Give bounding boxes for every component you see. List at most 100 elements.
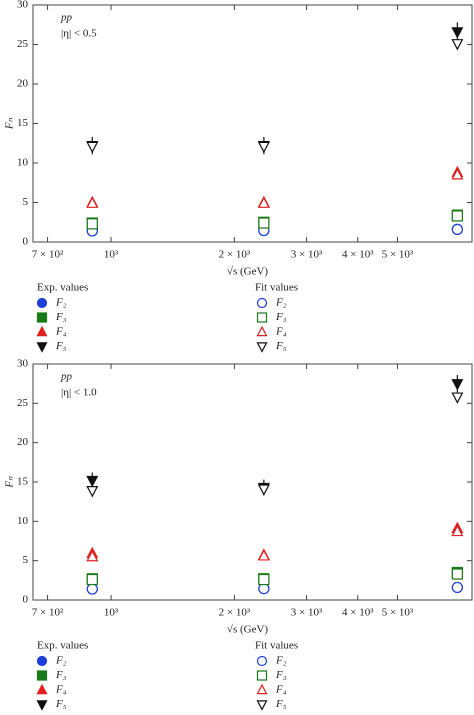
legend-label: F₂ [275, 297, 287, 309]
legend-entry: F₅ [256, 698, 287, 711]
y-tick-label: 10 [17, 157, 29, 169]
y-tick-label: 5 [23, 196, 29, 208]
legend-title: Exp. values [37, 640, 88, 652]
legend-entry: F₂ [36, 655, 67, 667]
y-tick-label: 25 [17, 397, 29, 409]
legend-label: F₄ [275, 684, 287, 696]
annotation: pp [60, 371, 73, 383]
y-tick-label: 5 [23, 554, 29, 566]
data-point [257, 141, 270, 154]
legend-label: F₅ [275, 698, 287, 710]
legend-marker [256, 655, 268, 667]
data-point [86, 583, 98, 595]
legend-entry: F₄ [36, 683, 67, 696]
annotation: |η| < 1.0 [61, 387, 97, 399]
legend-entry: F₂ [256, 297, 287, 309]
y-tick-label: 30 [17, 0, 29, 11]
y-axis-title: Fₙ [4, 117, 16, 130]
legend-label: F₄ [55, 326, 67, 338]
data-point [257, 196, 270, 208]
y-axis-title: Fₙ [4, 476, 16, 489]
data-point [451, 210, 463, 222]
y-tick-label: 0 [23, 594, 29, 606]
chart: 0 5 10 15 20 25 30 7 × 10² 10³ 2 × 10³ 3 × 10³ 4 × … [4, 358, 473, 652]
x-tick-label: 7 × 10² [32, 249, 64, 261]
data-point [86, 218, 98, 230]
legend-marker [256, 297, 268, 309]
legend-label: F₃ [55, 669, 67, 681]
legend-label: F₃ [275, 311, 287, 323]
data-point [258, 217, 270, 229]
legend-entry: F₅ [36, 340, 67, 353]
y-tick-label: 15 [17, 117, 29, 129]
legend-entry: F₂ [36, 297, 67, 309]
legend-marker [36, 297, 48, 309]
legend-entry: F₃ [36, 311, 67, 323]
legend-marker [36, 325, 48, 337]
legend-entry: F₃ [256, 311, 287, 323]
legend-entry: F₃ [36, 669, 67, 681]
x-tick-label: 3 × 10³ [291, 249, 323, 261]
legend-marker [36, 700, 48, 711]
data-point [451, 223, 463, 235]
y-tick-label: 10 [17, 515, 29, 527]
x-tick-label: 4 × 10³ [342, 249, 374, 261]
y-tick-label: 25 [17, 38, 29, 50]
data-point [451, 524, 464, 537]
legend-label: F₄ [275, 326, 287, 338]
data-point [451, 568, 463, 580]
legend-entry: F₄ [256, 683, 287, 696]
legend-label: F₃ [55, 311, 67, 323]
legend-entry: F₄ [36, 325, 67, 338]
plot-frame [32, 363, 473, 601]
legend-marker [36, 670, 48, 681]
legend-marker [256, 312, 268, 323]
legend-title: Fit values [255, 282, 298, 294]
legend-marker [36, 342, 48, 353]
x-tick-label: 5 × 10³ [382, 249, 414, 261]
data-point [451, 168, 464, 180]
data-point [86, 486, 99, 498]
data-point [86, 573, 98, 586]
legend-marker [36, 683, 48, 695]
data-point [257, 484, 270, 496]
annotation: |η| < 0.5 [61, 28, 97, 40]
data-point [451, 39, 464, 51]
data-point [257, 549, 270, 561]
x-axis-title: √s (GeV) [227, 624, 269, 636]
legend-entry: F₅ [36, 698, 67, 711]
x-tick-label: 2 × 10³ [219, 249, 251, 261]
x-tick-label: 10³ [104, 607, 119, 619]
legend-marker [256, 342, 268, 353]
data-point [86, 475, 99, 488]
legend-entry: F₃ [256, 669, 287, 681]
legend-marker [256, 670, 268, 681]
x-tick-label: 4 × 10³ [342, 607, 374, 619]
legend-entry: F₂ [256, 655, 287, 667]
legend-label: F₂ [275, 655, 287, 667]
y-tick-label: 15 [17, 476, 29, 488]
legend-marker [256, 683, 268, 695]
data-point [86, 196, 99, 208]
data-point [258, 573, 270, 586]
y-tick-label: 20 [17, 436, 29, 448]
legend-label: F₂ [55, 297, 67, 309]
x-tick-label: 7 × 10² [32, 607, 64, 619]
x-tick-label: 10³ [104, 249, 119, 261]
chart: 0 5 10 15 20 25 30 7 × 10² 10³ 2 × 10³ 3 × 10³ 4 × … [4, 0, 473, 294]
y-tick-label: 0 [23, 236, 29, 248]
data-point [451, 27, 464, 39]
legend-marker [36, 655, 48, 667]
x-tick-label: 3 × 10³ [291, 607, 323, 619]
legend-label: F₃ [275, 669, 287, 681]
legend-marker [36, 312, 48, 323]
data-point [86, 141, 99, 154]
data-point [451, 379, 464, 391]
y-tick-label: 20 [17, 78, 29, 90]
legend-entry: F₅ [256, 340, 287, 353]
legend-label: F₅ [55, 698, 67, 710]
legend-label: F₄ [55, 684, 67, 696]
legend-title: Exp. values [37, 282, 88, 294]
annotation: pp [60, 12, 73, 24]
